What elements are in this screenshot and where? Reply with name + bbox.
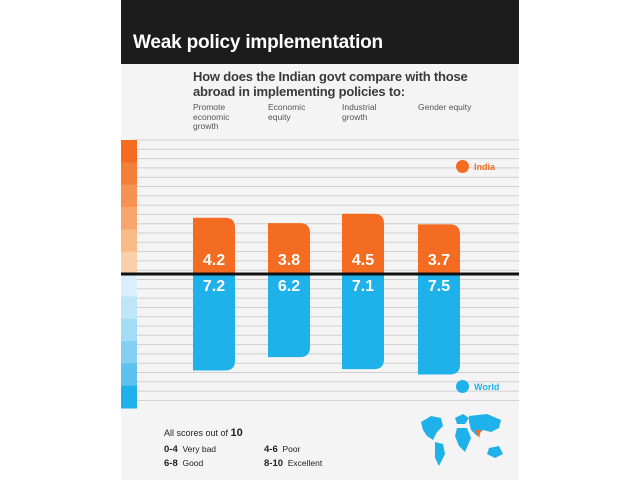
india-scale-strip — [121, 140, 137, 163]
india-legend-dot — [456, 160, 469, 173]
world-bar — [268, 274, 310, 358]
world-bar — [193, 274, 235, 371]
scale-range: 0-4 — [164, 444, 178, 455]
category-label-1: Economic equity — [268, 102, 306, 122]
india-legend-label: India — [474, 162, 496, 172]
world-scale-strip — [121, 341, 137, 364]
india-scale-strip — [121, 162, 137, 186]
world-value-label: 7.1 — [351, 278, 375, 295]
world-scale-strip — [121, 274, 137, 297]
scale-range: 8-10 — [264, 458, 284, 469]
scale-label: Good — [182, 458, 204, 468]
india-scale-strip — [121, 184, 137, 208]
india-bar — [268, 223, 310, 274]
world-scale-strip — [121, 318, 137, 342]
world-map-icon — [421, 414, 503, 466]
scores-note: All scores out of 10 — [164, 427, 243, 439]
india-scale-strip — [121, 229, 137, 253]
category-label-3: Gender equity — [418, 102, 472, 112]
world-bar — [342, 274, 384, 370]
world-value-label: 7.2 — [202, 278, 226, 295]
india-bar — [418, 224, 460, 274]
chart-area — [121, 139, 519, 409]
india-value-label: 3.7 — [427, 252, 451, 269]
scale-range: 4-6 — [264, 444, 278, 455]
india-scale-strip — [121, 207, 137, 230]
world-legend-dot — [456, 380, 469, 393]
chart-title: Weak policy implementation — [133, 32, 383, 53]
scale-range: 6-8 — [164, 458, 178, 469]
scale-item-good: 6-8 Good — [164, 458, 203, 469]
scale-item-excellent: 8-10 Excellent — [264, 458, 322, 469]
world-scale-strip — [121, 363, 137, 387]
chart-subtitle: How does the Indian govt compare with th… — [193, 69, 468, 99]
india-value-label: 3.8 — [277, 252, 301, 269]
scores-note-text: All scores out of — [164, 428, 229, 438]
world-bar — [418, 274, 460, 375]
world-scale-strip — [121, 385, 137, 409]
infographic-card: Weak policy implementation How does the … — [121, 0, 519, 480]
scale-item-poor: 4-6 Poor — [264, 444, 300, 455]
world-legend-label: World — [474, 382, 500, 392]
scale-label: Excellent — [287, 458, 323, 468]
scale-label: Poor — [282, 444, 301, 454]
india-value-label: 4.2 — [202, 252, 226, 269]
india-value-label: 4.5 — [351, 252, 375, 269]
india-scale-strip — [121, 251, 137, 275]
category-label-2: Industrial growth — [342, 102, 377, 122]
category-label-0: Promote economic growth — [193, 102, 230, 131]
india-bar — [342, 213, 384, 274]
world-value-label: 7.5 — [427, 278, 451, 295]
world-value-label: 6.2 — [277, 278, 301, 295]
world-scale-strip — [121, 296, 137, 320]
title-bar: Weak policy implementation — [121, 0, 519, 64]
scores-note-value: 10 — [230, 427, 243, 439]
scale-item-very-bad: 0-4 Very bad — [164, 444, 216, 455]
india-bar — [193, 217, 235, 274]
scale-label: Very bad — [182, 444, 217, 454]
